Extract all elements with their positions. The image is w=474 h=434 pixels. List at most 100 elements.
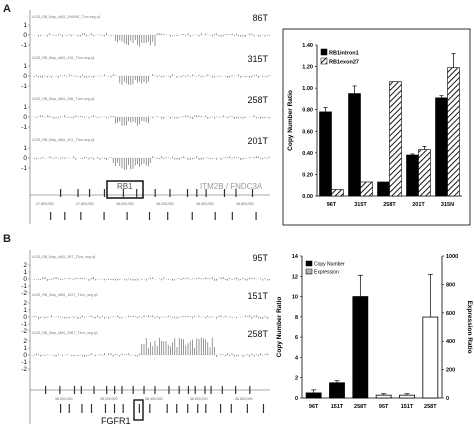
- bar-chart-a-svg: 0.00 0.20 0.40 0.60 0.80 1.00 1.20 1.40 Copy Num…: [282, 28, 471, 226]
- gene-exon-lower: [167, 212, 169, 220]
- gene-exon-lower: [68, 404, 70, 413]
- y-tick-label: 0.60: [302, 129, 313, 135]
- y-tick-label: 1.00: [302, 86, 313, 92]
- gene-exon-lower: [103, 212, 105, 220]
- bar-intron1: [348, 93, 361, 197]
- y-right-tick-label: 1000: [446, 254, 458, 260]
- track-y-tick: 0: [23, 314, 27, 321]
- y-tick-label: 0.80: [302, 108, 313, 114]
- coordinate-label: 48,200,000: [156, 202, 174, 206]
- y-tick-label: 0.00: [302, 194, 313, 200]
- gene-exon-lower: [50, 212, 52, 220]
- gene-exon: [60, 189, 62, 197]
- gene-exon: [45, 386, 47, 394]
- gene-exon-lower: [191, 212, 193, 220]
- track-header: U133_RB_Map_s861_201_T1nn.seg q1: [32, 138, 95, 142]
- genome-browser-b: U133_RB_Map_s861_95T_T1nn_seg q1 95T 2 1 0 -1…: [0, 230, 285, 429]
- x-tick-label: 258T: [383, 202, 396, 208]
- track-y-tick: 2: [23, 300, 27, 307]
- coordinate-label: 47,500,000: [36, 202, 54, 206]
- legend-swatch: [305, 268, 313, 275]
- y-tick-label: 8: [295, 315, 298, 321]
- legend-swatch: [320, 48, 328, 56]
- legend-label: RB1intron1: [329, 51, 359, 57]
- coordinate-label: 48,600,000: [236, 202, 254, 206]
- bar-chart-b: 0 2 4 6 8 10 12 14 0 200 400 600 800 1000 Copy Number …: [272, 248, 474, 428]
- bar-exon27: [360, 181, 373, 197]
- gene-exon: [154, 189, 156, 197]
- gene-exon: [154, 386, 156, 394]
- gene-exon-lower: [80, 212, 82, 220]
- x-tick-label: 95T: [379, 404, 389, 410]
- track-y-tick: 1: [23, 145, 27, 152]
- track-sample-label: 315T: [247, 54, 268, 64]
- track-y-tick: 1: [23, 307, 27, 314]
- gene-exon-lower: [205, 404, 207, 413]
- y-tick-label: 6: [295, 335, 298, 341]
- bar-expression: [375, 394, 392, 399]
- track-header: U133_RB_Map_s861_151T_T1nn_seg q1: [32, 293, 98, 297]
- gene-exon: [103, 189, 106, 197]
- bar-expression: [422, 316, 439, 399]
- gene-exon: [204, 386, 206, 394]
- track-header: U133_RB_Map_s861_315_T1nn.seg q1: [32, 56, 95, 60]
- bar-exon27: [331, 189, 344, 197]
- panel-letter-b: B: [3, 233, 11, 245]
- gene-exon-lower: [113, 404, 116, 413]
- y-axis-right-label: Expression Ratio: [466, 300, 473, 353]
- gene-exon: [196, 189, 198, 197]
- bar-copy-number: [305, 392, 322, 399]
- legend-label: Copy Number: [314, 262, 345, 268]
- y-tick-label: 10: [292, 295, 298, 301]
- bar-exon27: [418, 149, 431, 197]
- gene-exon: [122, 189, 125, 197]
- bar-copy-number: [352, 296, 369, 399]
- track-y-tick: 1: [23, 269, 27, 276]
- gene-exon-lower: [104, 404, 107, 413]
- gene-exon: [210, 386, 212, 394]
- bar-intron1: [377, 181, 390, 197]
- y-tick-label: 14: [292, 254, 299, 260]
- fgfr1-highlight-box: [133, 399, 144, 421]
- legend-label: Expression: [314, 270, 339, 276]
- y-tick-label: 1.40: [302, 43, 313, 49]
- coordinate-label: 38,400,000: [145, 397, 163, 401]
- rb1-highlight-box: [106, 180, 144, 199]
- bar-chart-a: 0.00 0.20 0.40 0.60 0.80 1.00 1.20 1.40 Copy Num…: [282, 28, 472, 228]
- bar-intron1: [435, 97, 448, 197]
- gene-exon-lower: [197, 404, 199, 413]
- coordinate-label: 48,000,000: [116, 202, 134, 206]
- genome-tracks-a: U133_RB_Map_s861_190695_T1nn.seg q1 86T 1 0…: [21, 10, 270, 224]
- gene-exon: [205, 189, 207, 197]
- gene-exon-lower: [231, 212, 233, 220]
- track-y-tick: 0: [23, 73, 27, 80]
- x-tick-label: 258T: [354, 404, 367, 410]
- track-y-tick: -2: [21, 366, 27, 373]
- gene-exon: [235, 386, 237, 394]
- track-y-tick: -1: [21, 321, 27, 328]
- track-header: U133_RB_Map_s861_95T_T1nn_seg q1: [32, 255, 96, 259]
- y-right-tick-label: 400: [446, 339, 455, 345]
- track-y-tick: -1: [21, 359, 27, 366]
- gene-exon-lower: [90, 404, 93, 413]
- track-y-tick: 2: [23, 262, 27, 269]
- y-tick-label: 2: [295, 376, 298, 382]
- track-header: U133_RB_Map_s861_190695_T1nn.seg q1: [32, 15, 101, 19]
- bar-chart-b-svg: 0 2 4 6 8 10 12 14 0 200 400 600 800 1000 Copy Number …: [276, 254, 473, 410]
- track-y-tick: 0: [23, 276, 27, 283]
- x-tick-label: 315T: [354, 202, 367, 208]
- track-sample-label: 151T: [247, 291, 268, 301]
- gene-exon-lower: [122, 404, 124, 413]
- bar-copy-number: [329, 382, 345, 399]
- gene-exon: [249, 386, 251, 394]
- track-header: U133_RB_Map_s861_258_T1nn.seg q1: [32, 97, 95, 101]
- gene-exon: [186, 189, 189, 197]
- track-y-tick: -2: [21, 328, 27, 335]
- gene-exon: [194, 386, 196, 394]
- gene-exon: [251, 189, 254, 197]
- legend-swatch: [305, 260, 313, 267]
- track-sample-label: 86T: [252, 13, 268, 23]
- gene-exon-lower: [219, 404, 222, 413]
- gene-exon: [136, 189, 138, 197]
- coordinate-label: 38,200,000: [100, 397, 118, 401]
